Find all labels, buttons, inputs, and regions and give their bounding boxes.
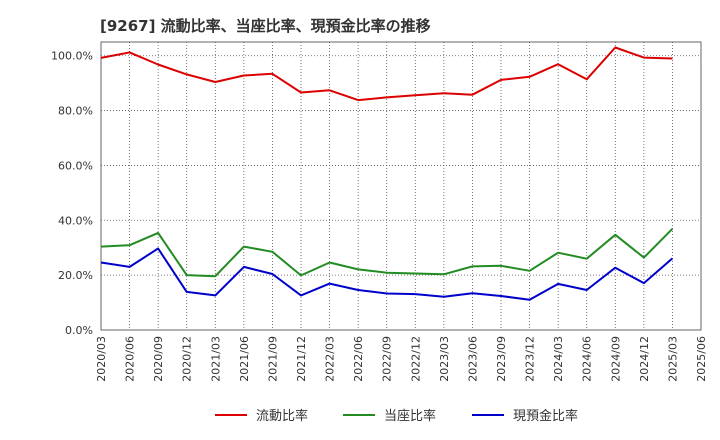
x-tick-label: 2023/06 xyxy=(466,336,479,382)
x-tick-label: 2023/12 xyxy=(524,336,537,382)
x-tick-label: 2020/06 xyxy=(124,336,137,382)
y-tick-label: 80.0% xyxy=(58,105,93,118)
legend-label: 流動比率 xyxy=(256,408,308,424)
x-tick-label: 2021/03 xyxy=(209,336,222,382)
x-tick-label: 2023/09 xyxy=(495,336,508,382)
x-tick-label: 2020/09 xyxy=(152,336,165,382)
x-tick-label: 2022/12 xyxy=(409,336,422,382)
x-tick-label: 2022/03 xyxy=(324,336,337,382)
x-tick-label: 2024/09 xyxy=(609,336,622,382)
x-tick-label: 2020/12 xyxy=(181,336,194,382)
chart-title: [9267] 流動比率、当座比率、現預金比率の推移 xyxy=(100,17,431,35)
x-tick-label: 2024/12 xyxy=(638,336,651,382)
y-tick-label: 0.0% xyxy=(65,324,93,337)
y-tick-label: 60.0% xyxy=(58,159,93,172)
legend: 流動比率 当座比率 現預金比率 xyxy=(215,408,578,424)
x-tick-label: 2025/03 xyxy=(666,336,679,382)
x-tick-label: 2024/06 xyxy=(581,336,594,382)
x-tick-label: 2021/06 xyxy=(238,336,251,382)
x-tick-label: 2022/09 xyxy=(381,336,394,382)
legend-label: 当座比率 xyxy=(384,408,436,424)
x-tick-label: 2024/03 xyxy=(552,336,565,382)
x-tick-label: 2021/09 xyxy=(266,336,279,382)
y-tick-label: 40.0% xyxy=(58,214,93,227)
x-tick-label: 2025/06 xyxy=(695,336,708,382)
x-tick-label: 2020/03 xyxy=(95,336,108,382)
plot-frame xyxy=(100,41,702,331)
x-tick-label: 2022/06 xyxy=(352,336,365,382)
series-line xyxy=(100,228,674,278)
y-tick-label: 20.0% xyxy=(58,269,93,282)
y-tick-label: 100.0% xyxy=(51,50,93,63)
legend-label: 現預金比率 xyxy=(513,408,578,424)
x-tick-label: 2021/12 xyxy=(295,336,308,382)
series-line xyxy=(100,46,673,102)
series-line xyxy=(100,247,674,301)
x-tick-label: 2023/03 xyxy=(438,336,451,382)
plot-area: 0.0% 20.0% 40.0% 60.0% 80.0% 100.0% 2020/03 202… xyxy=(51,41,708,382)
